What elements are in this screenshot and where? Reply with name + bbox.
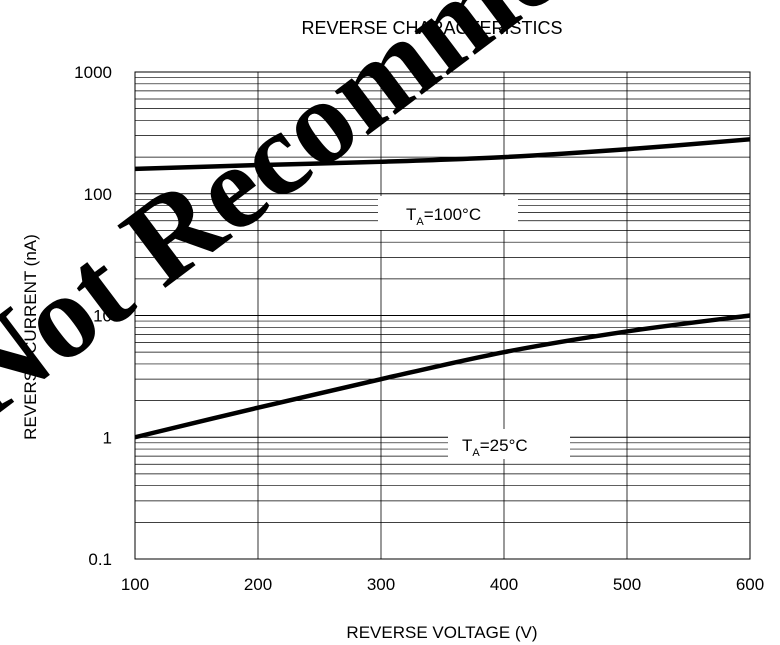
y-axis-label: REVERSE CURRENT (nA): [21, 234, 40, 440]
x-tick-label: 300: [367, 575, 395, 594]
series-label-bg-1: [448, 429, 570, 459]
y-tick-label: 1000: [74, 63, 112, 82]
series-labels: TA=100°C TA=25°C: [378, 196, 570, 459]
series-label-1: TA=25°C: [462, 436, 528, 459]
y-tick-label: 1: [103, 428, 112, 447]
chart-title: REVERSE CHARACTERISTICS: [301, 18, 562, 38]
y-tick-label: 0.1: [88, 550, 112, 569]
x-tick-label: 500: [613, 575, 641, 594]
series-line-0: [134, 137, 751, 172]
tick-labels: 100 200 300 400 500 600 0.1 1 10 100 1000: [74, 63, 764, 594]
series-line-1: [134, 313, 751, 440]
series-group: [134, 137, 751, 440]
series-label-0: TA=100°C: [406, 205, 481, 228]
y-tick-label: 10: [93, 307, 112, 326]
x-tick-label: 600: [736, 575, 764, 594]
grid: [135, 72, 750, 559]
x-axis-label: REVERSE VOLTAGE (V): [346, 623, 537, 642]
series-label-bg-0: [378, 196, 518, 230]
x-tick-label: 400: [490, 575, 518, 594]
x-tick-label: 200: [244, 575, 272, 594]
x-tick-label: 100: [121, 575, 149, 594]
y-tick-label: 100: [84, 185, 112, 204]
